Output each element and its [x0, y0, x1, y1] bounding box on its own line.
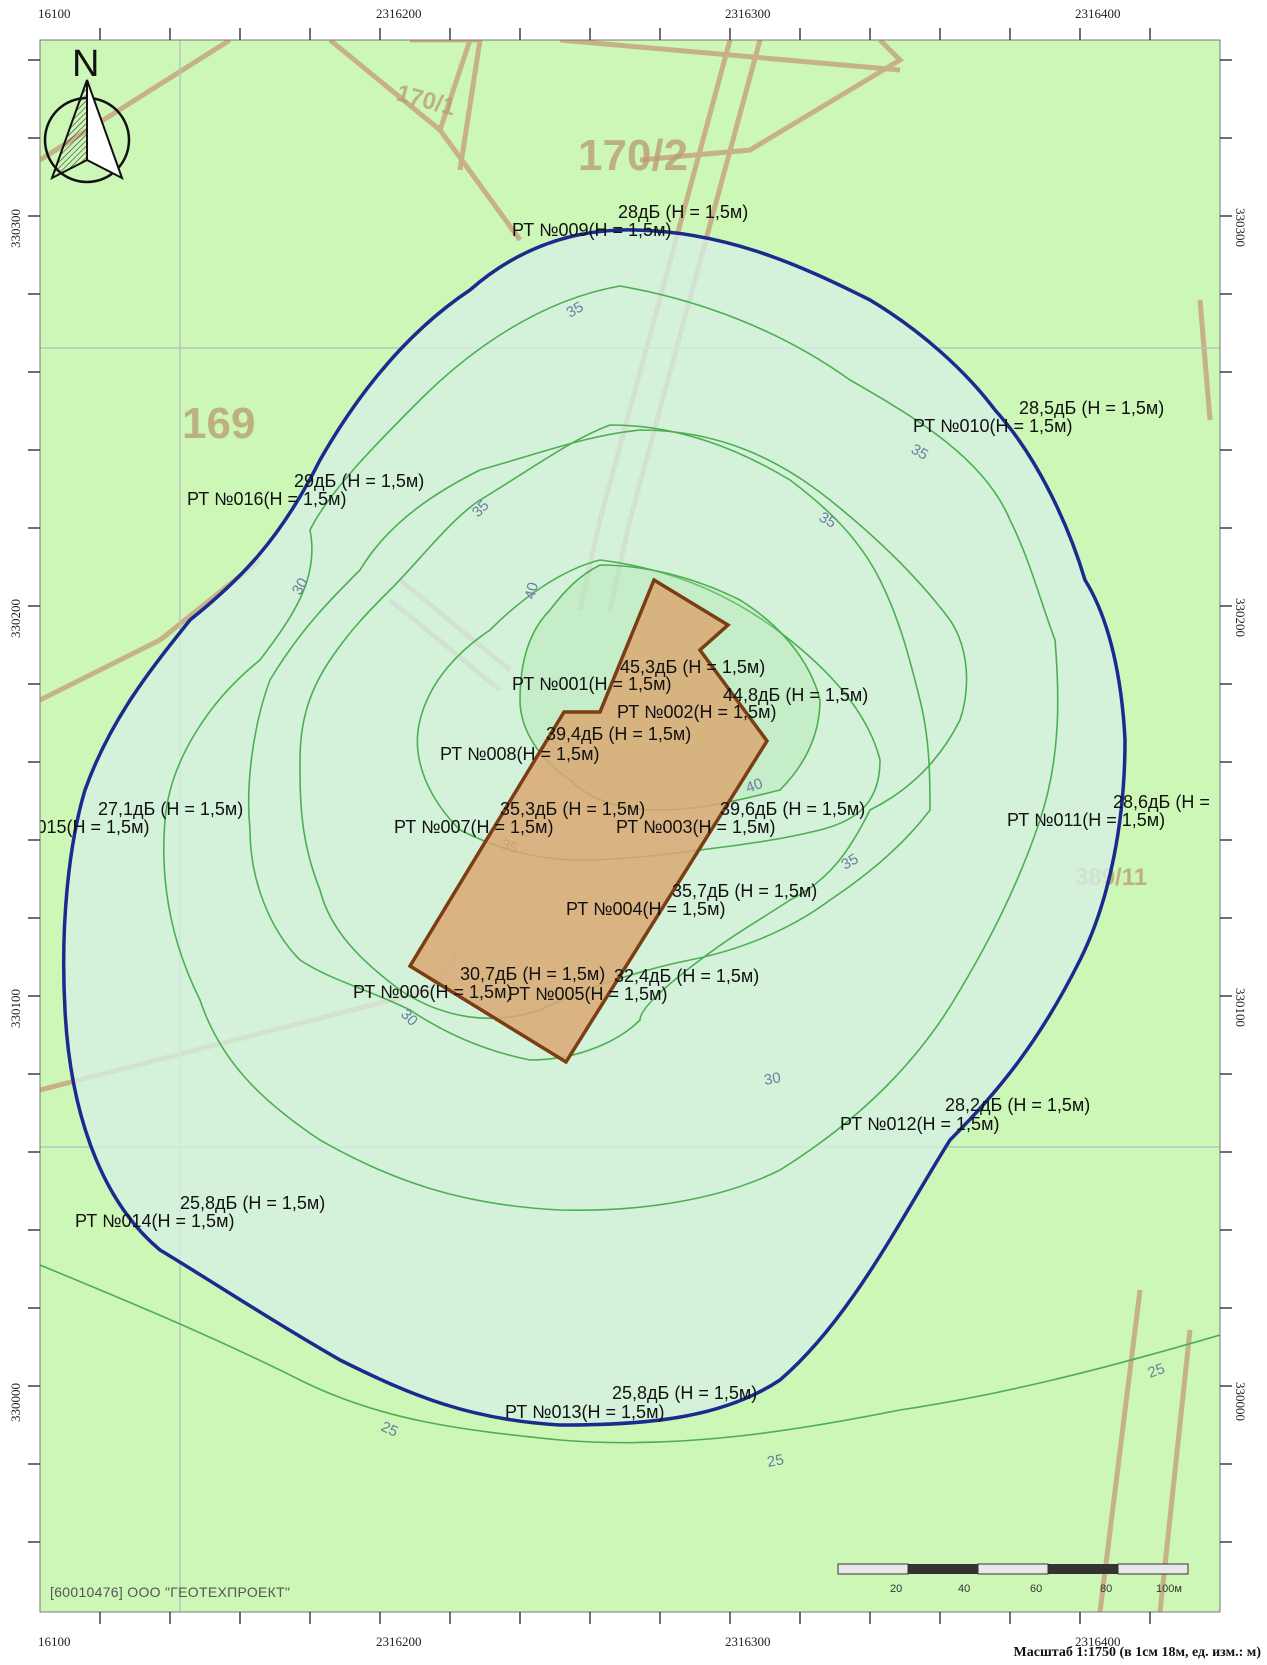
point-value: 45,3дБ (Н = 1,5м) — [620, 657, 765, 677]
y-tick-label: 330200 — [1233, 598, 1248, 637]
y-tick-label: 330300 — [1233, 208, 1248, 247]
point-label: РТ №011(Н = 1,5м) — [1007, 810, 1165, 830]
scalebar-label: 40 — [958, 1583, 970, 1595]
y-tick-label: 330000 — [8, 1383, 23, 1422]
point-value: 25,8дБ (Н = 1,5м) — [612, 1383, 757, 1403]
point-label: РТ №002(Н = 1,5м) — [617, 702, 776, 722]
point-label: РТ №010(Н = 1,5м) — [913, 416, 1072, 436]
isoline-label: 30 — [289, 575, 312, 598]
point-value: 28,2дБ (Н = 1,5м) — [945, 1095, 1090, 1115]
point-label: РТ №005(Н = 1,5м) — [508, 984, 667, 1004]
scalebar-label: 60 — [1030, 1583, 1042, 1595]
point-value: 28,6дБ (Н = — [1113, 792, 1210, 812]
scale-text: Масштаб 1:1750 (в 1см 18м, ед. изм.: м) — [1013, 1645, 1261, 1660]
x-tick-label: 2316200 — [376, 1634, 422, 1649]
scale-bar: 20 40 60 80 100м — [837, 1563, 1189, 1595]
scalebar-label: 100м — [1156, 1583, 1182, 1595]
isoline-label: 35 — [564, 298, 587, 321]
point-label: РТ №009(Н = 1,5м) — [512, 220, 671, 240]
point-value: 30,7дБ (Н = 1,5м) — [460, 964, 605, 984]
isoline-label: 25 — [378, 1418, 400, 1440]
isoline-label: 40 — [744, 775, 765, 797]
north-label: N — [72, 43, 99, 85]
point-labels: 45,3дБ (Н = 1,5м) РТ №001(Н = 1,5м) 44,8… — [0, 202, 1210, 1422]
scalebar-label: 80 — [1100, 1583, 1112, 1595]
point-label: РТ №012(Н = 1,5м) — [840, 1114, 999, 1134]
point-value: 39,4дБ (Н = 1,5м) — [546, 724, 691, 744]
isoline-label: 25 — [1146, 1360, 1167, 1382]
scalebar-label: 20 — [890, 1583, 902, 1595]
isoline-label: 30 — [763, 1069, 782, 1089]
isoline-label: 35 — [908, 441, 931, 464]
point-label: РТ №007(Н = 1,5м) — [394, 817, 553, 837]
point-value: 39,6дБ (Н = 1,5м) — [720, 799, 865, 819]
point-label: РТ №003(Н = 1,5м) — [616, 817, 775, 837]
x-tick-label: 2316300 — [725, 6, 771, 21]
point-value: 29дБ (Н = 1,5м) — [294, 471, 424, 491]
point-label: РТ №008(Н = 1,5м) — [440, 744, 599, 764]
y-tick-label: 330100 — [1233, 988, 1248, 1027]
isoline-label: 25 — [766, 1451, 785, 1471]
isoline-label: 35 — [839, 850, 862, 873]
point-value: 32,4дБ (Н = 1,5м) — [614, 966, 759, 986]
point-label: РТ №001(Н = 1,5м) — [512, 674, 671, 694]
map-frame — [39, 39, 1221, 1613]
point-label: РТ №013(Н = 1,5м) — [505, 1402, 664, 1422]
point-value: 28дБ (Н = 1,5м) — [618, 202, 748, 222]
point-label: РТ №016(Н = 1,5м) — [187, 489, 346, 509]
north-arrow: N — [43, 43, 131, 184]
point-value: 44,8дБ (Н = 1,5м) — [723, 685, 868, 705]
y-tick-label: 330100 — [8, 989, 23, 1028]
point-label: РТ №004(Н = 1,5м) — [566, 899, 725, 919]
facility-footprint — [407, 577, 770, 1065]
x-tick-label: 2316400 — [1075, 1634, 1121, 1649]
parcel-label: 170/2 — [578, 131, 688, 180]
point-label: РТ №015(Н = 1,5м) — [0, 817, 149, 837]
y-tick-label: 330000 — [1233, 1382, 1248, 1421]
isoline-label: 40 — [521, 581, 542, 602]
x-tick-label: 16100 — [38, 6, 71, 21]
y-tick-label: 330300 — [8, 209, 23, 248]
isoline-label: 35 — [816, 509, 839, 532]
x-tick-label: 2316200 — [376, 6, 422, 21]
map-credit: [60010476] ООО "ГЕОТЕХПРОЕКТ" — [50, 1584, 291, 1600]
x-tick-label: 2316300 — [725, 1634, 771, 1649]
y-tick-label: 330200 — [8, 599, 23, 638]
point-value: 35,3дБ (Н = 1,5м) — [500, 799, 645, 819]
point-value: 27,1дБ (Н = 1,5м) — [98, 799, 243, 819]
point-label: РТ №014(Н = 1,5м) — [75, 1211, 234, 1231]
point-value: 25,8дБ (Н = 1,5м) — [180, 1193, 325, 1213]
frame-ticks — [28, 28, 1232, 1624]
parcel-label: 169 — [182, 399, 255, 448]
x-tick-label: 16100 — [38, 1634, 71, 1649]
point-label: РТ №006(Н = 1,5м) — [353, 982, 512, 1002]
point-value: 28,5дБ (Н = 1,5м) — [1019, 398, 1164, 418]
x-tick-label: 2316400 — [1075, 6, 1121, 21]
point-value: 35,7дБ (Н = 1,5м) — [672, 881, 817, 901]
